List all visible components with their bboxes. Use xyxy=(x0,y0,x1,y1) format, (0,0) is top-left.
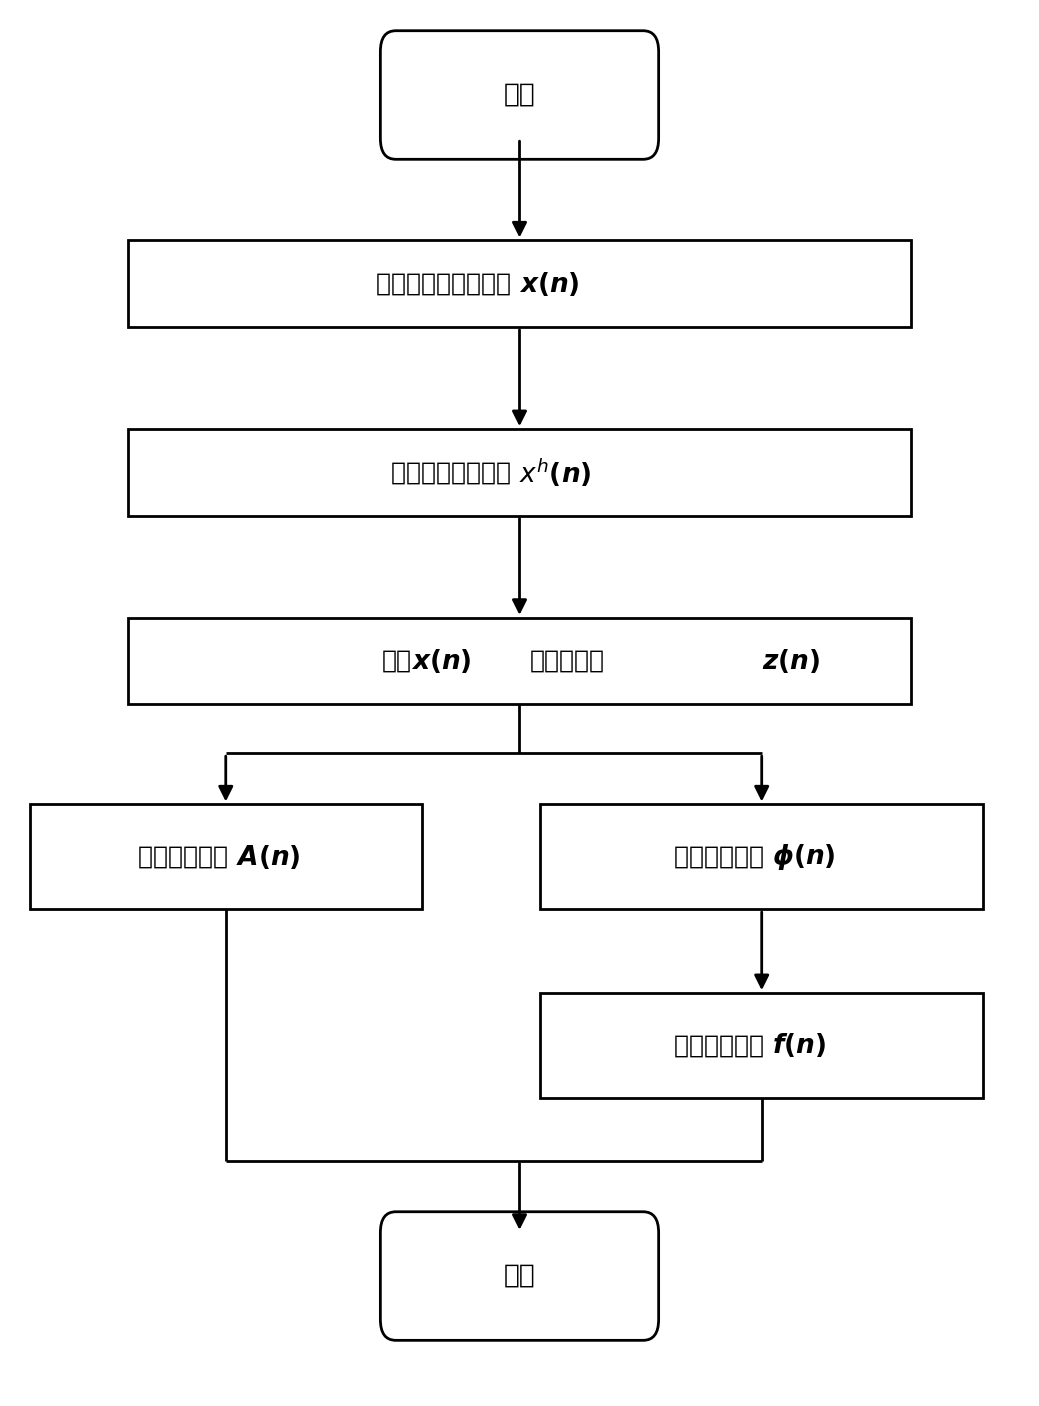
Text: 计算瞬时相位: 计算瞬时相位 xyxy=(674,845,772,869)
Bar xyxy=(128,429,911,516)
Bar xyxy=(30,804,422,910)
Text: $\boldsymbol{A(n)}$: $\boldsymbol{A(n)}$ xyxy=(236,842,300,870)
Bar xyxy=(128,240,911,328)
Text: $\boldsymbol{x(n)}$: $\boldsymbol{x(n)}$ xyxy=(520,270,580,298)
Text: $\boldsymbol{x(n)}$: $\boldsymbol{x(n)}$ xyxy=(411,647,472,675)
Text: 采样总泄漏电流信号: 采样总泄漏电流信号 xyxy=(376,271,520,295)
Text: 计算瞬时频率: 计算瞬时频率 xyxy=(674,1033,772,1057)
FancyBboxPatch shape xyxy=(380,31,659,159)
Bar xyxy=(540,993,983,1098)
Text: 结束: 结束 xyxy=(504,1263,535,1289)
Text: $\boldsymbol{f(n)}$: $\boldsymbol{f(n)}$ xyxy=(772,1032,826,1060)
Text: 开始: 开始 xyxy=(504,82,535,108)
Bar xyxy=(128,617,911,704)
Text: 希尔伯特变换计算: 希尔伯特变换计算 xyxy=(392,460,520,485)
Text: 构成: 构成 xyxy=(381,650,411,673)
Bar xyxy=(540,804,983,910)
Text: $\boldsymbol{x^{h}(n)}$: $\boldsymbol{x^{h}(n)}$ xyxy=(520,456,592,489)
Text: 的解析信号: 的解析信号 xyxy=(530,650,605,673)
Text: $\boldsymbol{z(n)}$: $\boldsymbol{z(n)}$ xyxy=(762,647,820,675)
FancyBboxPatch shape xyxy=(380,1212,659,1340)
Text: $\boldsymbol{\phi(n)}$: $\boldsymbol{\phi(n)}$ xyxy=(772,841,835,872)
Text: 计算瞬时幅值: 计算瞬时幅值 xyxy=(138,845,236,869)
